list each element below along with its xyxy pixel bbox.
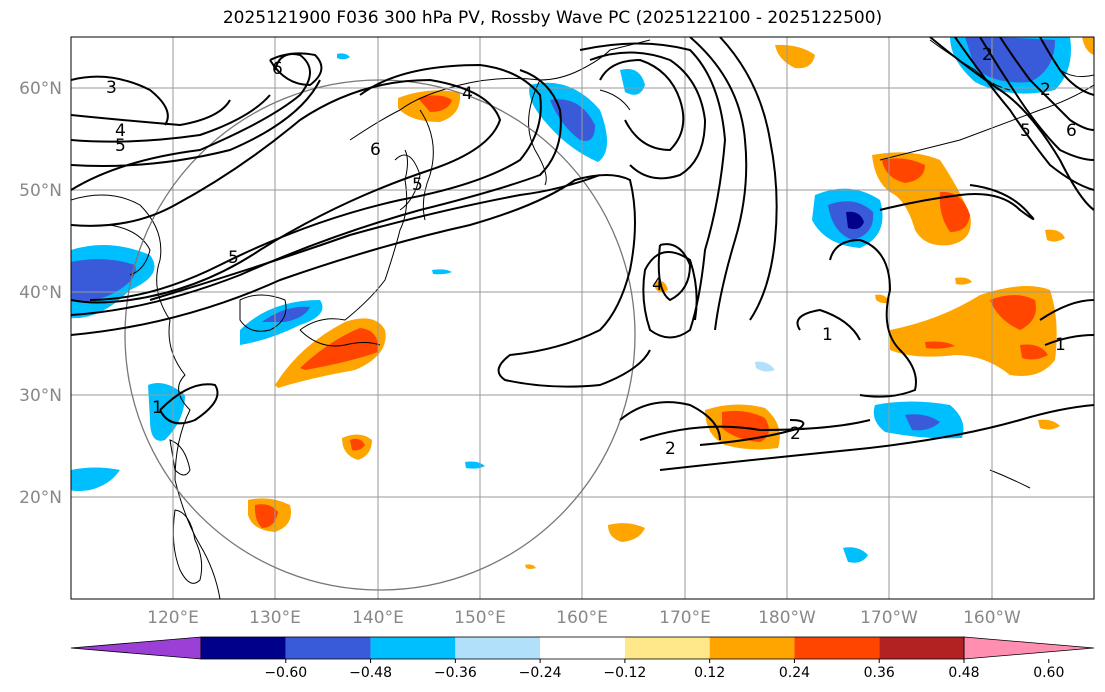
contour-label: 4	[115, 121, 126, 141]
colorbar-tick-label: 0.60	[1033, 665, 1064, 681]
colorbar-tick-label: −0.48	[349, 665, 392, 681]
region-circle	[124, 79, 636, 591]
contour-label: 5	[115, 136, 126, 156]
colorbar-tick-label: −0.60	[264, 665, 307, 681]
contour-label: 2	[982, 45, 993, 65]
colorbar-segment	[370, 637, 456, 659]
lat-label: 40°N	[19, 283, 62, 303]
coastlines	[71, 39, 1094, 599]
colorbar-segment	[285, 637, 371, 659]
contour-label: 6	[272, 59, 283, 79]
colorbar-frame	[200, 636, 965, 660]
contour-label: 5	[1020, 121, 1031, 141]
lon-label: 170°W	[860, 608, 918, 628]
colorbar-segment	[709, 637, 795, 659]
contour-label: 5	[412, 175, 423, 195]
contour-label: 1	[1055, 335, 1066, 355]
contour-label: 6	[1066, 121, 1077, 141]
colorbar-tick-label: −0.36	[434, 665, 477, 681]
longitude-labels: 120°E 130°E 140°E 150°E 160°E 170°E 180°…	[147, 608, 1021, 628]
pv-anomaly-shading	[71, 37, 1094, 569]
colorbar-tick-label: 0.36	[864, 665, 895, 681]
gridlines	[71, 37, 1094, 599]
contour-label: 1	[822, 325, 833, 345]
contour-label: 4	[652, 275, 663, 295]
lat-label: 50°N	[19, 181, 62, 201]
colorbar-tick-label: −0.24	[519, 665, 562, 681]
contour-labels: 3 4 5 6 4 6 5 5 2 1 4 1 2 2 6 5 2 1	[106, 45, 1077, 459]
lon-label: 160°E	[556, 608, 608, 628]
contour-label: 2	[790, 424, 801, 444]
contour-label: 6	[370, 140, 381, 160]
pv-contours	[71, 37, 1094, 471]
colorbar-tick-label: 0.48	[948, 665, 979, 681]
contour-label: 2	[665, 439, 676, 459]
colorbar-segment	[201, 637, 286, 659]
plot-frame	[70, 36, 1095, 600]
colorbar-segment	[794, 637, 880, 659]
lon-label: 130°E	[249, 608, 301, 628]
lon-label: 170°E	[659, 608, 711, 628]
colorbar-extend-high	[963, 636, 1095, 660]
lon-label: 140°E	[352, 608, 404, 628]
colorbar-segment	[455, 637, 541, 659]
colorbar-segment	[624, 637, 710, 659]
colorbar-tick-label: 0.12	[694, 665, 725, 681]
colorbar-segment	[879, 637, 964, 659]
lon-label: 150°E	[454, 608, 506, 628]
lon-label: 180°W	[758, 608, 816, 628]
colorbar-tick-label: −0.12	[603, 665, 646, 681]
lat-label: 30°N	[19, 386, 62, 406]
contour-label: 2	[1040, 80, 1051, 100]
contour-label: 5	[228, 248, 239, 268]
map-title: 2025121900 F036 300 hPa PV, Rossby Wave …	[222, 8, 883, 28]
colorbar-segment	[540, 637, 625, 659]
contour-label: 3	[106, 78, 117, 98]
colorbar-tick-label: 0.24	[779, 665, 810, 681]
map-plot-area: 3 4 5 6 4 6 5 5 2 1 4 1 2 2 6 5 2 1	[71, 37, 1094, 599]
latitude-labels: 60°N 50°N 40°N 30°N 20°N	[19, 79, 62, 508]
lat-label: 60°N	[19, 79, 62, 99]
contour-label: 1	[152, 398, 163, 418]
lat-label: 20°N	[19, 488, 62, 508]
colorbar: −0.60 −0.48 −0.36 −0.24 −0.12 0.12 0.24 0.36 0.4…	[70, 636, 1095, 681]
lon-label: 160°W	[963, 608, 1021, 628]
lon-label: 120°E	[147, 608, 199, 628]
contour-label: 4	[462, 84, 473, 104]
colorbar-extend-low	[70, 636, 202, 660]
